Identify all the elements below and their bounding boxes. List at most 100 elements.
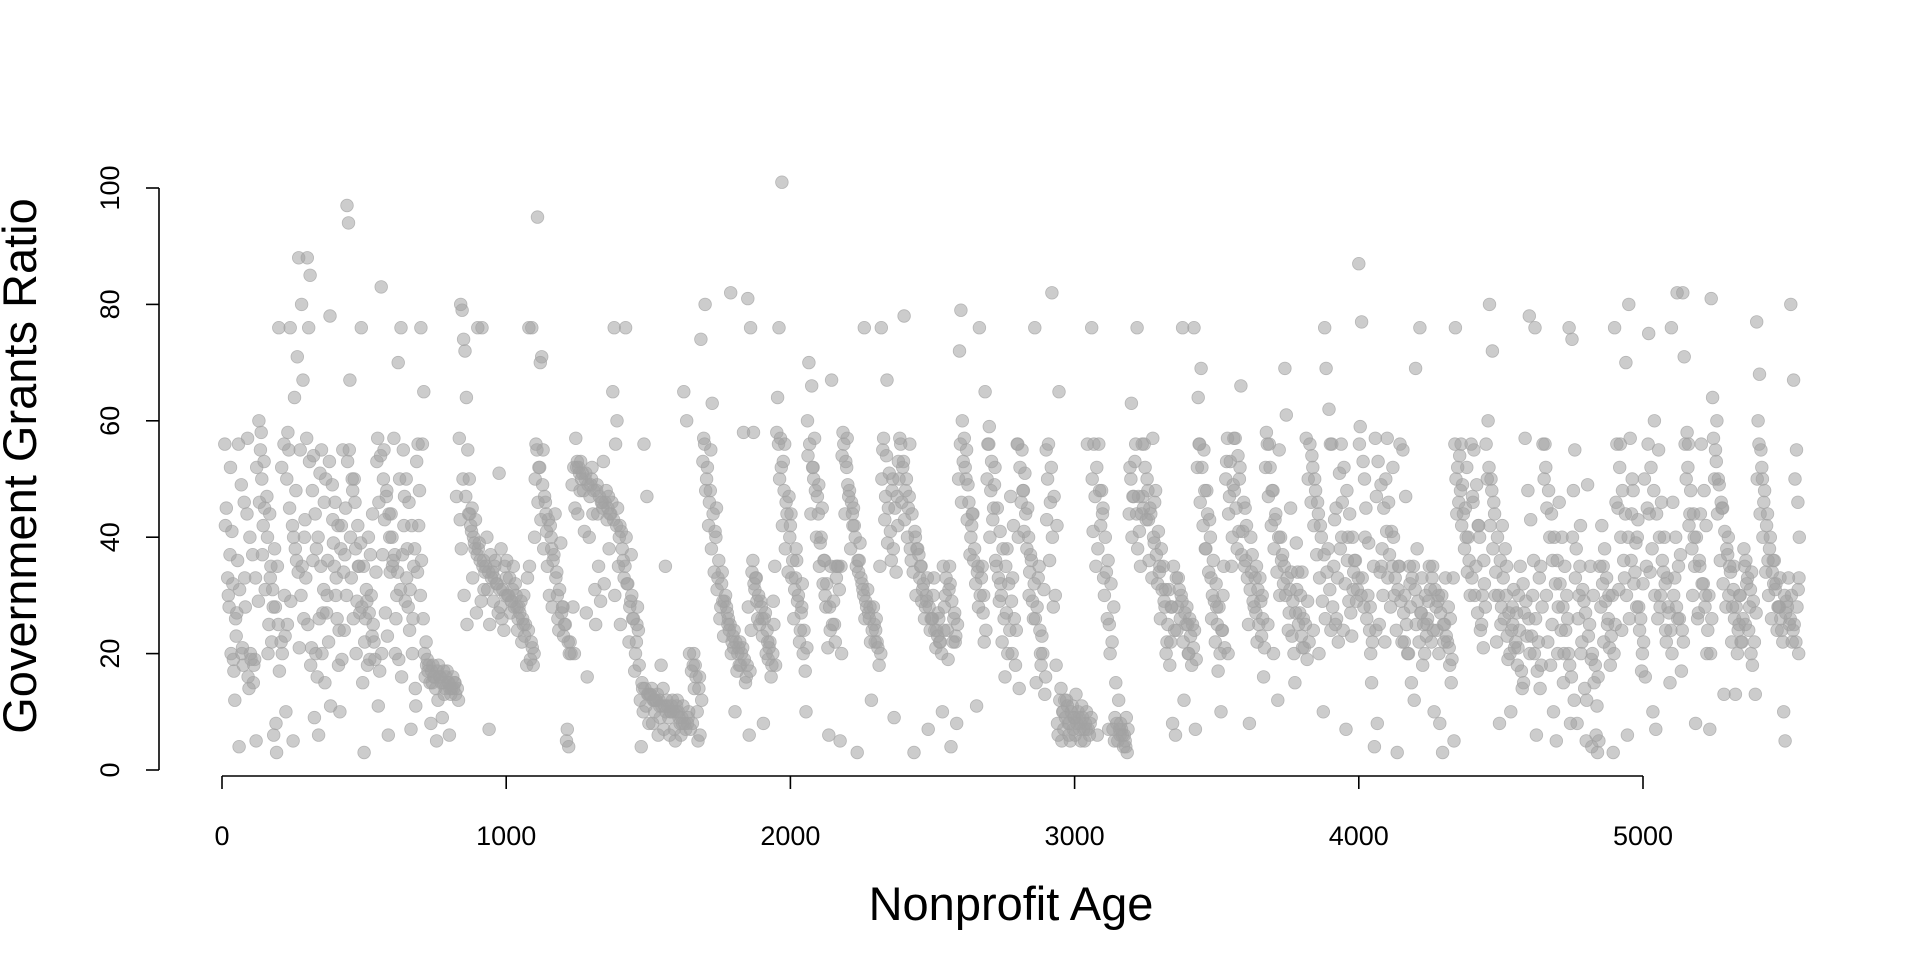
- data-point: [1498, 542, 1512, 556]
- data-point: [596, 454, 611, 469]
- data-point: [1184, 658, 1199, 672]
- data-point: [1739, 553, 1753, 568]
- data-point: [1784, 588, 1799, 603]
- data-point: [1481, 414, 1495, 428]
- data-point: [424, 716, 438, 731]
- data-point: [1327, 513, 1342, 527]
- data-point: [1599, 571, 1614, 585]
- data-point: [469, 606, 484, 620]
- data-point: [593, 594, 608, 608]
- data-point: [1449, 472, 1463, 486]
- data-point: [834, 646, 849, 661]
- data-point: [1614, 530, 1628, 544]
- data-point: [1573, 559, 1587, 574]
- data-point: [352, 559, 366, 574]
- data-point: [1641, 326, 1656, 341]
- data-point: [1456, 507, 1471, 521]
- data-point: [1198, 483, 1212, 498]
- data-point: [311, 728, 326, 742]
- data-point: [466, 571, 480, 585]
- data-point: [1562, 658, 1577, 672]
- data-point: [798, 664, 812, 678]
- data-point: [1784, 297, 1798, 312]
- data-point: [935, 705, 950, 719]
- data-point: [642, 716, 656, 731]
- data-point: [1039, 513, 1054, 527]
- data-point: [746, 553, 760, 568]
- data-point: [628, 664, 642, 678]
- data-point: [294, 297, 309, 312]
- data-point: [1786, 373, 1801, 387]
- data-point: [410, 454, 424, 469]
- data-point: [528, 472, 542, 486]
- data-point: [1590, 699, 1604, 713]
- data-point: [971, 600, 986, 614]
- data-point: [1344, 629, 1359, 643]
- data-point: [1213, 646, 1227, 661]
- data-point: [1420, 612, 1435, 626]
- data-point: [1655, 553, 1670, 568]
- data-point: [1187, 623, 1202, 638]
- data-point: [306, 449, 321, 463]
- data-point: [865, 623, 879, 638]
- data-point: [1084, 321, 1099, 335]
- data-point: [1443, 612, 1458, 626]
- data-point: [1331, 635, 1346, 649]
- data-point: [1789, 635, 1803, 649]
- data-point: [1659, 635, 1674, 649]
- data-point: [1054, 681, 1068, 696]
- data-point: [248, 571, 263, 585]
- data-point: [1581, 629, 1596, 643]
- data-point: [1674, 664, 1689, 678]
- data-point: [1593, 559, 1607, 574]
- data-point: [1694, 437, 1709, 451]
- data-point: [251, 594, 266, 608]
- data-point: [1595, 518, 1609, 533]
- data-point: [238, 600, 253, 614]
- data-point: [339, 588, 354, 603]
- data-point: [1323, 582, 1337, 597]
- data-point: [1539, 460, 1553, 475]
- data-point: [805, 379, 819, 393]
- data-point: [1146, 530, 1161, 544]
- data-point: [1747, 635, 1762, 649]
- data-point: [1370, 716, 1385, 731]
- data-point: [1569, 542, 1583, 556]
- data-point: [1352, 437, 1367, 451]
- data-point: [815, 501, 829, 515]
- data-point: [394, 670, 409, 684]
- data-point: [706, 507, 720, 521]
- data-point: [609, 518, 624, 533]
- y-axis-ticks: 0 20 40 60 80 100: [95, 165, 159, 778]
- data-point: [1588, 658, 1603, 672]
- data-point: [944, 740, 958, 754]
- data-point: [232, 582, 247, 597]
- data-point: [491, 606, 505, 620]
- data-point: [599, 483, 613, 498]
- data-point: [1224, 559, 1239, 574]
- data-point: [252, 414, 266, 428]
- data-point: [1359, 501, 1373, 515]
- data-point: [1791, 495, 1805, 510]
- data-point: [392, 652, 406, 667]
- data-point: [1227, 483, 1242, 498]
- data-point: [386, 553, 400, 568]
- data-point: [554, 536, 568, 550]
- data-point: [1623, 431, 1637, 446]
- data-point: [1445, 652, 1459, 667]
- data-point: [1048, 588, 1063, 603]
- data-point: [895, 495, 909, 510]
- data-point: [391, 355, 405, 370]
- data-point: [1119, 710, 1134, 725]
- data-point: [701, 518, 716, 533]
- data-point: [1275, 548, 1290, 562]
- data-point: [792, 635, 807, 649]
- data-point: [1334, 437, 1348, 451]
- data-point: [1703, 722, 1717, 737]
- data-point: [1340, 483, 1354, 498]
- data-point: [412, 518, 426, 533]
- data-point: [1288, 676, 1302, 690]
- data-point: [1693, 507, 1708, 521]
- data-point: [1685, 542, 1699, 556]
- data-point: [728, 705, 742, 719]
